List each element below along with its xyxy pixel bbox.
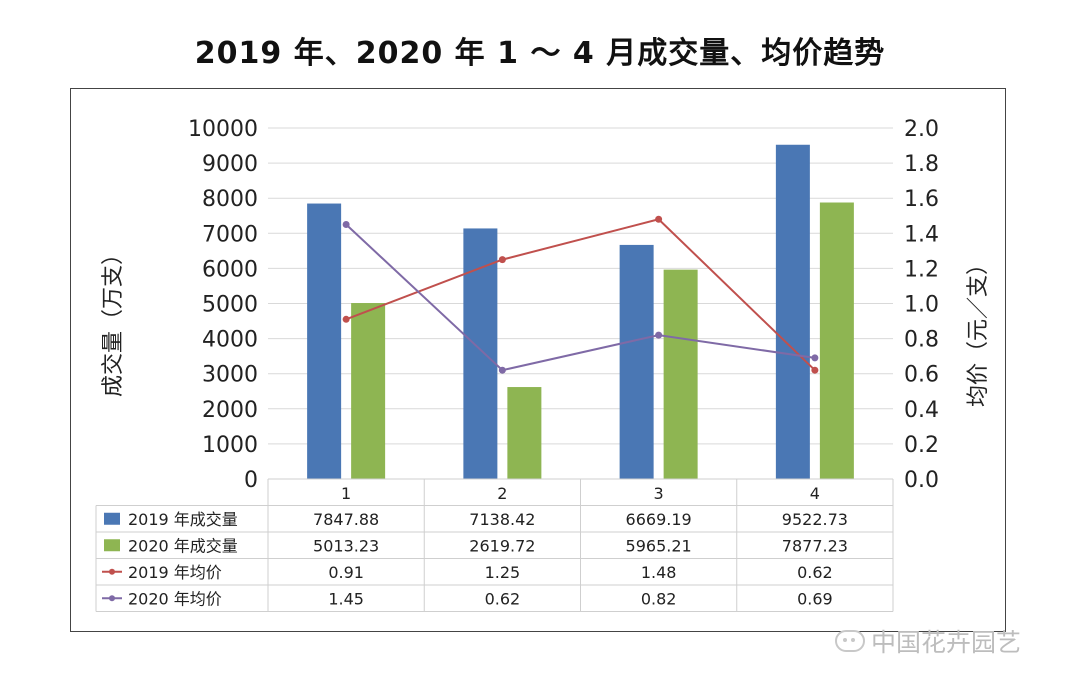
line-series — [342, 215, 819, 374]
right-tick-label: 0.4 — [904, 398, 939, 423]
table-value: 5965.21 — [626, 536, 692, 555]
left-tick-label: 10000 — [188, 117, 258, 142]
legend-key-1 — [104, 512, 120, 525]
right-tick-label: 1.2 — [904, 257, 939, 282]
category-label: 2 — [497, 484, 507, 503]
watermark: 中国花卉园艺 — [835, 623, 1021, 659]
left-tick-label: 9000 — [202, 152, 258, 177]
legend-marker — [109, 595, 115, 602]
left-tick-label: 8000 — [202, 187, 258, 212]
table-value: 7138.42 — [469, 510, 535, 529]
line-2020-price — [345, 223, 816, 372]
left-tick-label: 5000 — [202, 293, 258, 318]
left-tick-label: 3000 — [202, 363, 258, 388]
bar-2020-volume — [351, 303, 386, 479]
legend-key-4 — [102, 595, 122, 602]
bar-series — [307, 144, 854, 480]
legend-swatch — [104, 539, 120, 552]
table-value: 1.48 — [641, 563, 677, 582]
line-point-2019 — [811, 366, 819, 374]
left-tick-label: 1000 — [202, 433, 258, 458]
left-axis-label: 成交量（万支） — [101, 243, 126, 397]
left-tick-label: 6000 — [202, 257, 258, 282]
line-point-2019 — [655, 215, 663, 223]
bar-2019-volume — [619, 244, 654, 479]
table-value: 0.62 — [485, 589, 521, 608]
left-tick-label: 2000 — [202, 398, 258, 423]
left-tick-label: 7000 — [202, 222, 258, 247]
line-point-2019 — [498, 256, 506, 264]
chart-title: 2019 年、2020 年 1 ～ 4 月成交量、均价趋势 — [194, 36, 886, 71]
right-axis-label: 均价（元／支） — [966, 253, 991, 407]
table-value: 6669.19 — [626, 510, 692, 529]
category-label: 3 — [654, 484, 664, 503]
line-point-2019 — [342, 315, 350, 323]
bar-2020-volume — [507, 387, 542, 479]
table-value: 0.69 — [797, 589, 833, 608]
table-value: 2619.72 — [469, 536, 535, 555]
table-value: 0.91 — [328, 563, 364, 582]
left-axis-ticks: 0 1000 2000 3000 4000 5000 6000 7000 8000 9000 100… — [188, 117, 258, 493]
bar-2019-volume — [307, 203, 342, 479]
category-label: 4 — [810, 484, 820, 503]
left-tick-label: 0 — [244, 468, 258, 493]
wechat-icon — [835, 630, 865, 652]
legend-key-2 — [104, 539, 120, 552]
right-tick-label: 0.8 — [904, 328, 939, 353]
right-tick-label: 1.6 — [904, 187, 939, 212]
right-tick-label: 2.0 — [904, 117, 939, 142]
category-label: 1 — [341, 484, 351, 503]
bar-2019-volume — [775, 144, 810, 479]
watermark-text: 中国花卉园艺 — [871, 628, 1022, 657]
line-point-2020 — [655, 331, 663, 339]
right-tick-label: 1.8 — [904, 152, 939, 177]
right-tick-label: 1.0 — [904, 293, 939, 318]
table-value: 0.62 — [797, 563, 833, 582]
bar-2020-volume — [819, 202, 854, 480]
table-value: 9522.73 — [782, 510, 848, 529]
legend-swatch — [104, 512, 120, 525]
table-value: 7877.23 — [782, 536, 848, 555]
bar-2020-volume — [663, 269, 698, 479]
line-2019-price — [345, 218, 816, 371]
table-value: 7847.88 — [313, 510, 379, 529]
right-tick-label: 0.6 — [904, 363, 939, 388]
line-point-2020 — [342, 221, 350, 229]
line-point-2020 — [498, 366, 506, 374]
series-name: 2020 年均价 — [128, 589, 222, 608]
line-point-2020 — [811, 354, 819, 362]
legend-key-3 — [102, 568, 122, 575]
table-value: 1.45 — [328, 589, 364, 608]
table-value: 5013.23 — [313, 536, 379, 555]
right-axis-ticks: 0.0 0.2 0.4 0.6 0.8 1.0 1.2 1.4 1.6 1.8 2.0 — [904, 117, 939, 493]
right-tick-label: 1.4 — [904, 222, 939, 247]
table-value: 1.25 — [485, 563, 521, 582]
left-tick-label: 4000 — [202, 328, 258, 353]
table-value: 0.82 — [641, 589, 677, 608]
series-name: 2019 年成交量 — [128, 510, 238, 529]
legend-marker — [109, 568, 115, 575]
right-tick-label: 0.0 — [904, 468, 939, 493]
data-table: 1 2 3 4 2019 年成交量 7847.88 7138.42 6669.19 9522.7… — [95, 478, 894, 612]
bar-2019-volume — [463, 228, 498, 479]
series-name: 2019 年均价 — [128, 563, 222, 582]
right-tick-label: 0.2 — [904, 433, 939, 458]
series-name: 2020 年成交量 — [128, 536, 238, 555]
